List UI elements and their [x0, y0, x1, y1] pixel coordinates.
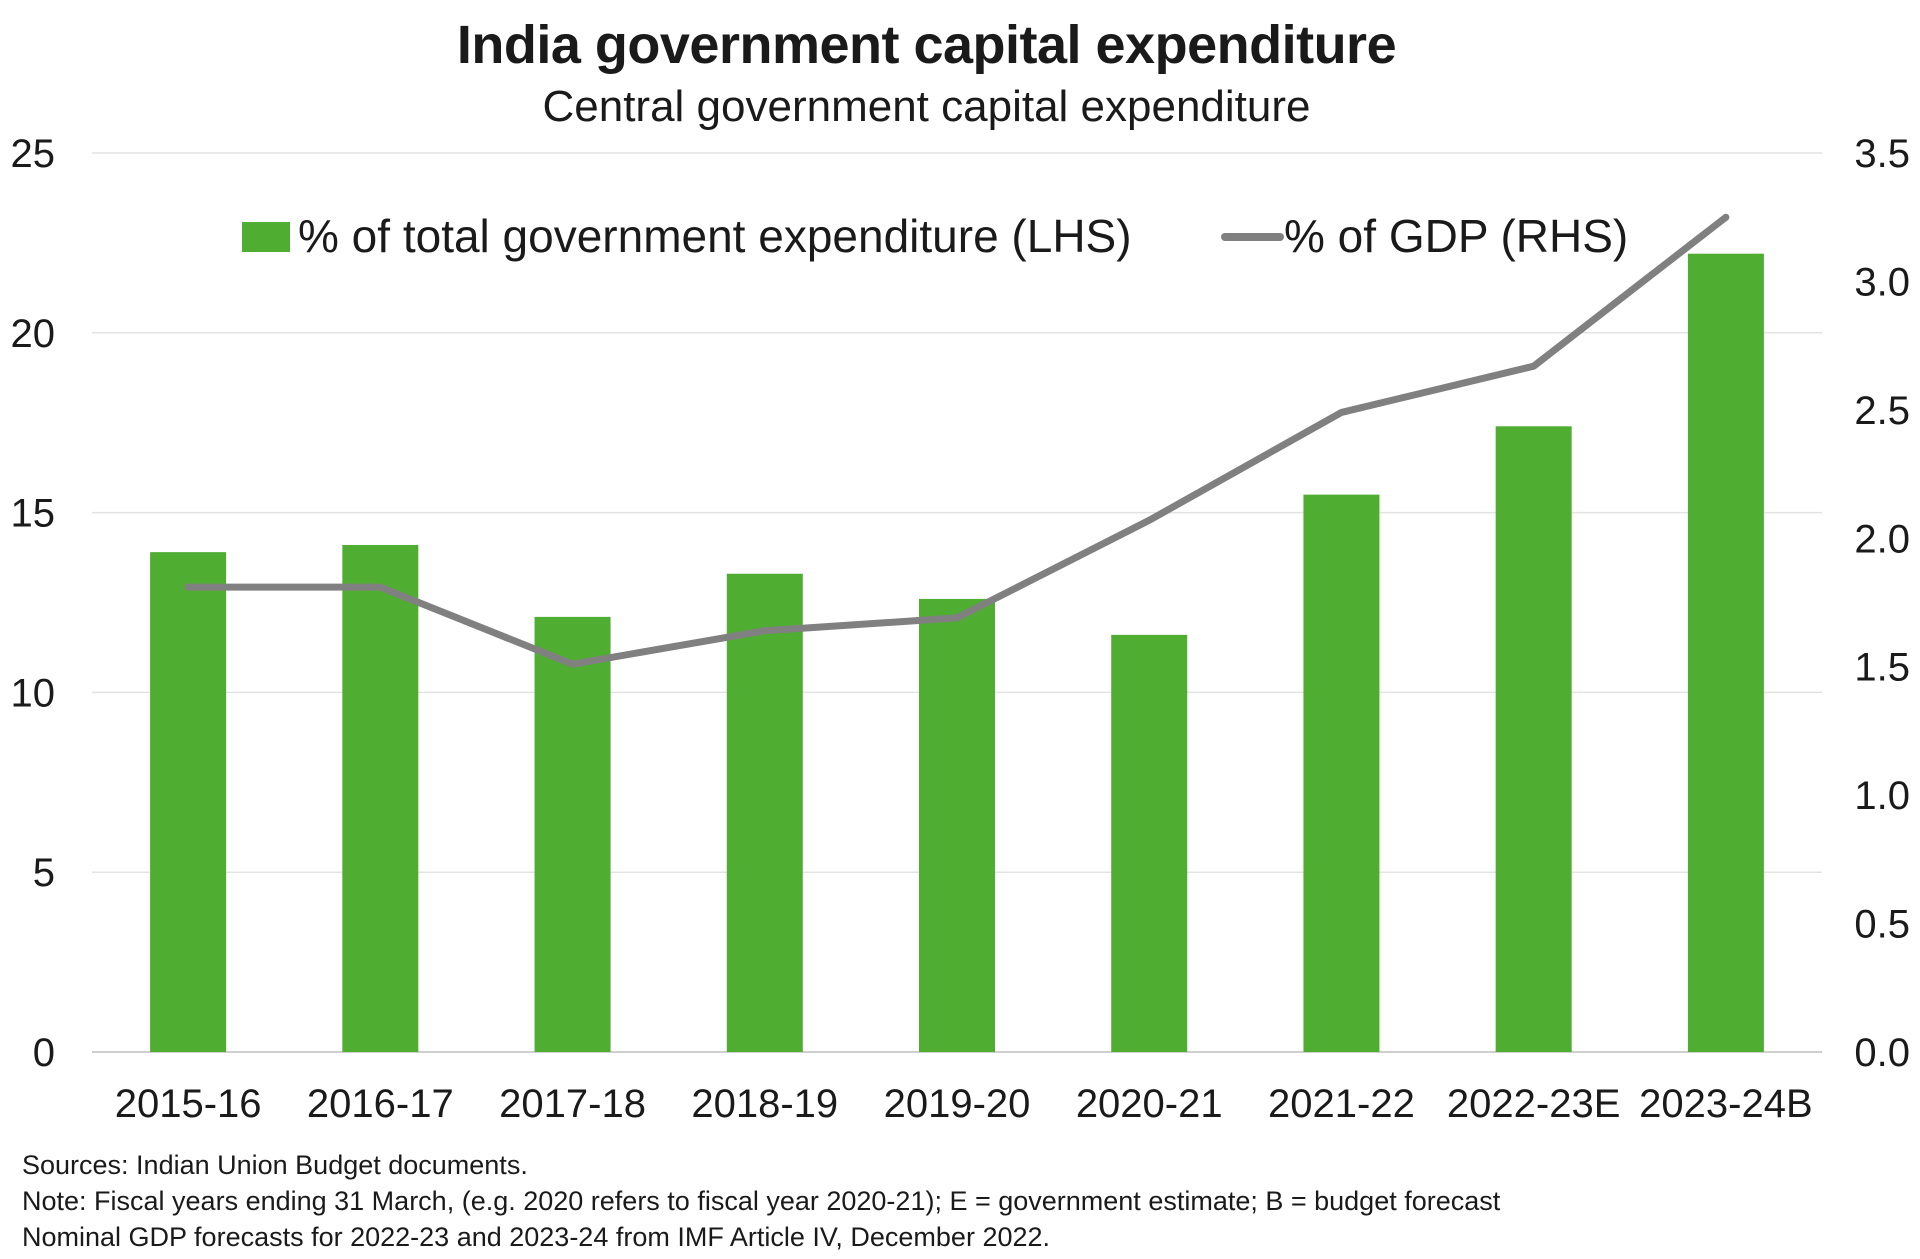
y-right-tick-label: 2.0: [1854, 517, 1910, 561]
bar: [150, 552, 227, 1052]
x-tick-label: 2015-16: [115, 1082, 262, 1126]
y-right-tick-label: 3.0: [1854, 260, 1910, 304]
axes: 0 5 10 15 20 25 0.0 0.5 1.0 1.5 2.0 2.5 3.0 3.5 2015-1…: [11, 132, 1911, 1126]
y-right-tick-label: 0.0: [1854, 1031, 1910, 1075]
y-left-tick-label: 15: [11, 492, 56, 536]
gdp-line: [184, 213, 1730, 668]
chart-title: India government capital expenditure: [456, 15, 1397, 75]
bar: [534, 616, 611, 1052]
y-right-tick-label: 2.5: [1854, 389, 1910, 433]
x-tick-label: 2022-23E: [1447, 1082, 1620, 1126]
y-left-tick-label: 10: [11, 671, 56, 715]
x-tick-label: 2017-18: [499, 1082, 646, 1126]
x-tick-label: 2020-21: [1076, 1082, 1223, 1126]
legend: % of total government expenditure (LHS) …: [242, 210, 1628, 262]
y-right-tick-label: 0.5: [1854, 903, 1910, 947]
sources-note: Sources: Indian Union Budget documents.: [22, 1150, 528, 1180]
x-tick-label: 2023-24B: [1639, 1082, 1812, 1126]
bar: [1111, 634, 1188, 1052]
chart-subtitle: Central government capital expenditure: [542, 82, 1311, 131]
x-tick-label: 2018-19: [691, 1082, 838, 1126]
bar: [342, 544, 419, 1052]
bar: [1687, 253, 1764, 1053]
y-right-tick-label: 3.5: [1854, 132, 1910, 176]
legend-label-line: % of GDP (RHS): [1284, 210, 1628, 262]
bar: [1495, 426, 1572, 1052]
fiscal-year-note: Note: Fiscal years ending 31 March, (e.g…: [22, 1186, 1501, 1216]
y-left-tick-label: 20: [11, 312, 56, 356]
y-left-tick-label: 25: [11, 132, 56, 176]
y-left-tick-label: 5: [33, 851, 55, 895]
y-right-tick-label: 1.5: [1854, 646, 1910, 690]
line-series: [184, 213, 1730, 668]
y-right-tick-label: 1.0: [1854, 774, 1910, 818]
gdp-forecast-note: Nominal GDP forecasts for 2022-23 and 20…: [22, 1222, 1051, 1252]
chart-canvas: 0 5 10 15 20 25 0.0 0.5 1.0 1.5 2.0 2.5 3.0 3.5 2015-1…: [11, 132, 1911, 1126]
bar: [919, 598, 995, 1052]
x-tick-label: 2019-20: [884, 1082, 1031, 1126]
x-tick-label: 2016-17: [307, 1082, 454, 1126]
bar: [1303, 494, 1380, 1052]
bar-series: [150, 253, 1764, 1053]
y-left-tick-label: 0: [33, 1031, 55, 1075]
footnotes: Sources: Indian Union Budget documents. …: [22, 1147, 1500, 1255]
bar: [726, 573, 803, 1052]
x-tick-label: 2021-22: [1268, 1082, 1415, 1126]
legend-swatch-bar: [242, 222, 290, 252]
legend-label-bar: % of total government expenditure (LHS): [298, 210, 1132, 262]
